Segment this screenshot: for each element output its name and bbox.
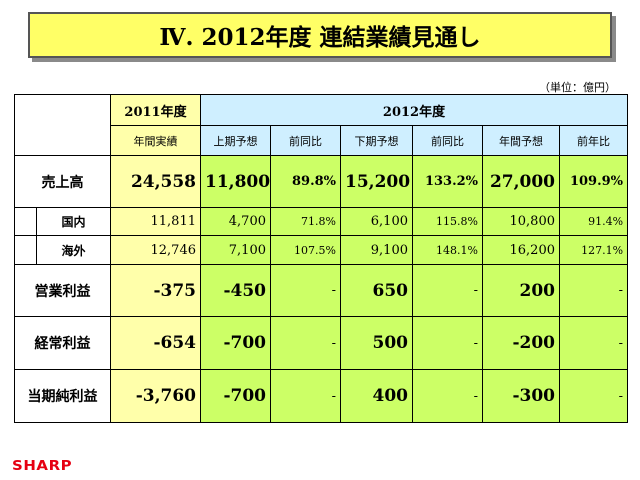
cell-full-yoy: - xyxy=(558,264,629,317)
indent-cell xyxy=(14,235,37,265)
cell-h1: 4,700 xyxy=(200,207,271,236)
header-h2-forecast: 下期予想 xyxy=(340,125,413,156)
cell-h2-yoy: 115.8% xyxy=(412,207,483,236)
cell-h1: -450 xyxy=(200,264,271,317)
table-row: 海外 12,746 7,100 107.5% 9,100 148.1% 16,2… xyxy=(14,235,629,265)
table-row: 営業利益 -375 -450 - 650 - 200 - xyxy=(14,264,629,317)
header-h1-yoy: 前同比 xyxy=(270,125,341,156)
row-label-operating-income: 営業利益 xyxy=(14,264,111,317)
cell-h1: -700 xyxy=(200,369,271,423)
table-row: 経常利益 -654 -700 - 500 - -200 - xyxy=(14,316,629,370)
row-label-sales: 売上高 xyxy=(14,155,111,208)
cell-full: 27,000 xyxy=(482,155,560,208)
cell-fy2011: 12,746 xyxy=(110,235,201,265)
cell-h2-yoy: - xyxy=(412,369,483,423)
cell-h2-yoy: - xyxy=(412,316,483,370)
sharp-logo: SHARP xyxy=(12,459,73,474)
table-row: 国内 11,811 4,700 71.8% 6,100 115.8% 10,80… xyxy=(14,207,629,236)
cell-h1-yoy: 107.5% xyxy=(270,235,341,265)
cell-h1-yoy: 71.8% xyxy=(270,207,341,236)
cell-h2: 400 xyxy=(340,369,413,423)
cell-h2: 500 xyxy=(340,316,413,370)
cell-h1: -700 xyxy=(200,316,271,370)
cell-h2-yoy: 133.2% xyxy=(412,155,483,208)
cell-full-yoy: - xyxy=(558,316,629,370)
cell-h1-yoy: - xyxy=(270,369,341,423)
cell-full: 10,800 xyxy=(482,207,560,236)
cell-h2-yoy: 148.1% xyxy=(412,235,483,265)
header-full-yoy: 前年比 xyxy=(558,125,629,156)
cell-full: 200 xyxy=(482,264,560,317)
header-blank xyxy=(14,94,111,156)
cell-full: 16,200 xyxy=(482,235,560,265)
cell-full-yoy: - xyxy=(558,369,629,423)
row-label-domestic: 国内 xyxy=(36,207,111,236)
cell-h2: 9,100 xyxy=(340,235,413,265)
cell-h1: 11,800 xyxy=(200,155,271,208)
cell-fy2011: -375 xyxy=(110,264,201,317)
cell-h1-yoy: - xyxy=(270,316,341,370)
cell-full-yoy: 127.1% xyxy=(558,235,629,265)
table-row: 当期純利益 -3,760 -700 - 400 - -300 - xyxy=(14,369,629,423)
cell-full: -200 xyxy=(482,316,560,370)
cell-h1-yoy: 89.8% xyxy=(270,155,341,208)
cell-fy2011: -654 xyxy=(110,316,201,370)
cell-h2-yoy: - xyxy=(412,264,483,317)
header-fy2012: 2012年度 xyxy=(199,94,629,126)
row-label-ordinary-income: 経常利益 xyxy=(14,316,111,370)
header-h1-forecast: 上期予想 xyxy=(200,125,271,156)
unit-note: （単位：億円） xyxy=(539,81,616,94)
cell-h2: 6,100 xyxy=(340,207,413,236)
cell-fy2011: -3,760 xyxy=(110,369,201,423)
cell-fy2011: 24,558 xyxy=(110,155,201,208)
cell-h2: 650 xyxy=(340,264,413,317)
cell-h1-yoy: - xyxy=(270,264,341,317)
cell-h1: 7,100 xyxy=(200,235,271,265)
row-label-net-income: 当期純利益 xyxy=(14,369,111,423)
row-label-overseas: 海外 xyxy=(36,235,111,265)
forecast-table: 2011年度 2012年度 年間実績 上期予想 前同比 下期予想 前同比 年間予… xyxy=(14,94,629,423)
cell-full-yoy: 91.4% xyxy=(558,207,629,236)
header-h2-yoy: 前同比 xyxy=(412,125,483,156)
slide-title: Ⅳ. 2012年度 連結業績見通し xyxy=(28,12,612,58)
header-full-forecast: 年間予想 xyxy=(482,125,560,156)
table-row: 売上高 24,558 11,800 89.8% 15,200 133.2% 27… xyxy=(14,155,629,208)
cell-fy2011: 11,811 xyxy=(110,207,201,236)
header-fy2011: 2011年度 xyxy=(110,94,201,126)
cell-full: -300 xyxy=(482,369,560,423)
indent-cell xyxy=(14,207,37,236)
header-fy2011-actual: 年間実績 xyxy=(110,125,201,156)
cell-full-yoy: 109.9% xyxy=(558,155,629,208)
cell-h2: 15,200 xyxy=(340,155,413,208)
